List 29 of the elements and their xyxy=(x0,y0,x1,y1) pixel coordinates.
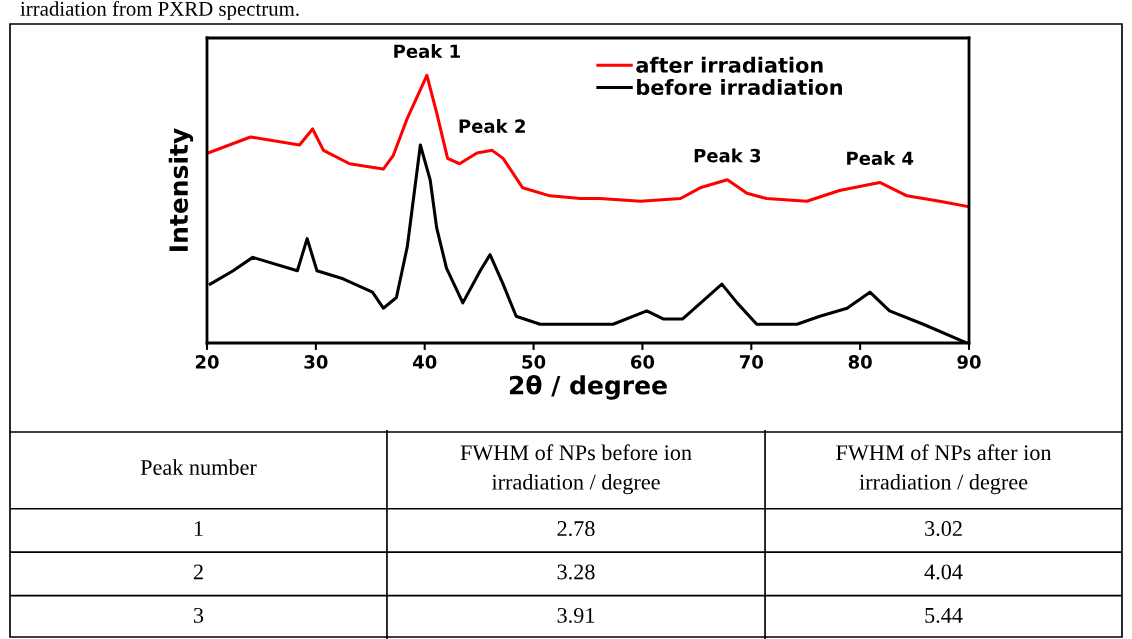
annotation: Peak 4 xyxy=(847,151,914,166)
x-tick-label: 70 xyxy=(739,355,763,369)
x-tick-label: 40 xyxy=(412,355,437,369)
text: 3.28 xyxy=(557,564,595,580)
text: 5.44 xyxy=(925,608,963,623)
text: 3 xyxy=(193,607,204,623)
text: FWHM of NPs after ion irradiation / degree xyxy=(836,444,1052,495)
text: 3.02 xyxy=(925,521,962,537)
text: 3.91 xyxy=(557,607,595,623)
y-axis-title: Intensity xyxy=(168,128,194,251)
x-tick-label: 60 xyxy=(630,355,655,369)
text: FWHM of NPs before ion irradiation / degree xyxy=(460,444,692,495)
x-tick-label: 20 xyxy=(195,355,219,369)
x-tick-label: 50 xyxy=(522,355,546,369)
text: 4.04 xyxy=(924,564,963,580)
legend-label: before irradiation xyxy=(637,79,842,96)
text: Peak number xyxy=(140,459,257,475)
legend-label: after irradiation xyxy=(636,56,823,73)
text: 1 xyxy=(194,521,203,536)
annotation: Peak 1 xyxy=(394,44,460,59)
text: 2.78 xyxy=(557,521,595,537)
annotation: Peak 3 xyxy=(694,148,761,163)
x-axis-title: 2θ / degree xyxy=(509,375,667,400)
annotation: Peak 2 xyxy=(459,119,525,133)
x-tick-label: 80 xyxy=(848,355,872,369)
x-tick-label: 90 xyxy=(957,355,981,369)
text: irradiation from PXRD spectrum. xyxy=(20,1,299,21)
text: 2 xyxy=(193,564,203,580)
x-tick-label: 30 xyxy=(304,355,328,369)
